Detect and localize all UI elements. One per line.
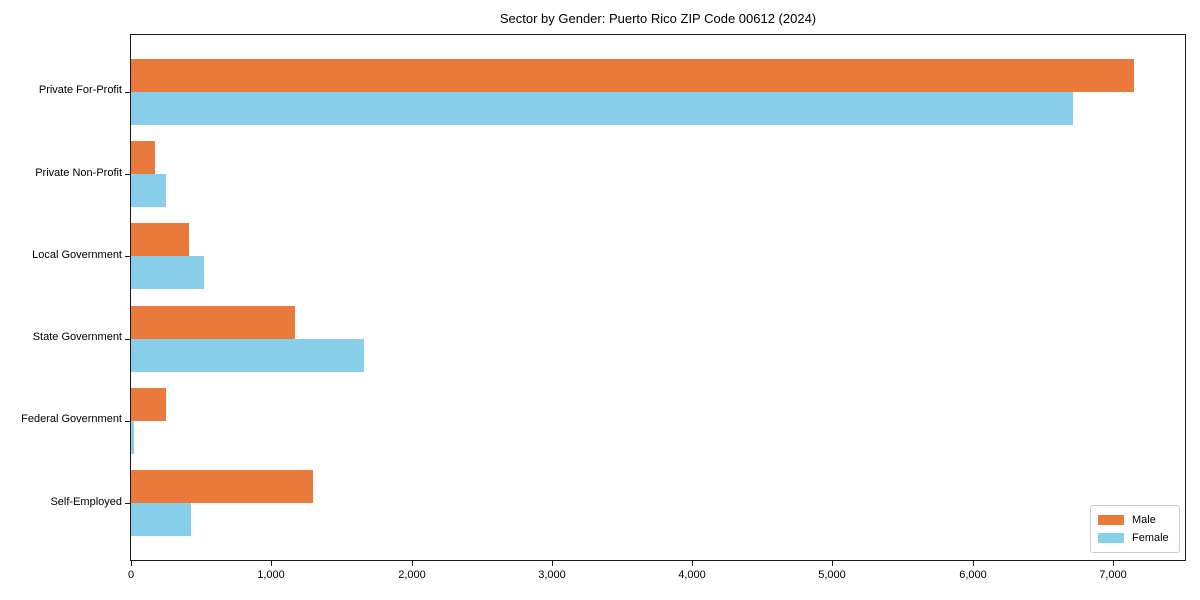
bar-female-federal-government <box>131 421 134 454</box>
x-tick-mark <box>973 561 974 566</box>
x-tick-label-7000: 7,000 <box>1099 569 1127 581</box>
bar-male-local-government <box>131 223 189 256</box>
x-tick-label-0: 0 <box>127 569 135 581</box>
legend-entry-male: Male <box>1098 512 1179 528</box>
y-tick-label-federal-government: Federal Government <box>21 413 122 425</box>
legend-swatch-male <box>1098 515 1124 525</box>
bar-male-federal-government <box>131 388 166 421</box>
x-tick-label-2000: 2,000 <box>398 569 426 581</box>
legend-label-male: Male <box>1132 514 1156 526</box>
y-tick-mark <box>125 421 130 422</box>
x-tick-label-4000: 4,000 <box>678 569 706 581</box>
y-tick-label-private-for-profit: Private For-Profit <box>38 84 122 96</box>
legend-swatch-female <box>1098 533 1124 543</box>
x-tick-mark <box>412 561 413 566</box>
y-tick-label-private-non-profit: Private Non-Profit <box>35 167 122 179</box>
bar-male-private-for-profit <box>131 59 1134 92</box>
bar-female-private-non-profit <box>131 174 166 207</box>
y-tick-mark <box>125 92 130 93</box>
y-tick-mark <box>125 339 130 340</box>
bar-male-self-employed <box>131 470 313 503</box>
legend-entry-female: Female <box>1098 530 1179 546</box>
bar-female-private-for-profit <box>131 92 1073 125</box>
x-tick-label-1000: 1,000 <box>257 569 285 581</box>
y-tick-label-self-employed: Self-Employed <box>50 496 122 508</box>
y-tick-mark <box>125 256 130 257</box>
x-tick-mark <box>131 561 132 566</box>
y-tick-mark <box>125 174 130 175</box>
legend: Male Female <box>1090 505 1180 553</box>
bar-female-self-employed <box>131 503 191 536</box>
x-tick-mark <box>832 561 833 566</box>
x-tick-label-5000: 5,000 <box>818 569 846 581</box>
y-tick-label-state-government: State Government <box>32 331 122 343</box>
x-tick-label-6000: 6,000 <box>959 569 987 581</box>
x-tick-mark <box>552 561 553 566</box>
legend-label-female: Female <box>1132 532 1169 544</box>
bar-male-private-non-profit <box>131 141 155 174</box>
chart-title: Sector by Gender: Puerto Rico ZIP Code 0… <box>499 11 817 26</box>
bar-female-state-government <box>131 339 364 372</box>
x-tick-mark <box>1113 561 1114 566</box>
y-tick-label-local-government: Local Government <box>32 249 122 261</box>
x-tick-mark <box>271 561 272 566</box>
y-tick-mark <box>125 503 130 504</box>
plot-area <box>130 34 1186 561</box>
x-tick-label-3000: 3,000 <box>538 569 566 581</box>
bar-male-state-government <box>131 306 295 339</box>
y-axis-labels: Private For-Profit Private Non-Profit Loca… <box>0 34 122 561</box>
x-tick-mark <box>692 561 693 566</box>
bar-female-local-government <box>131 256 204 289</box>
